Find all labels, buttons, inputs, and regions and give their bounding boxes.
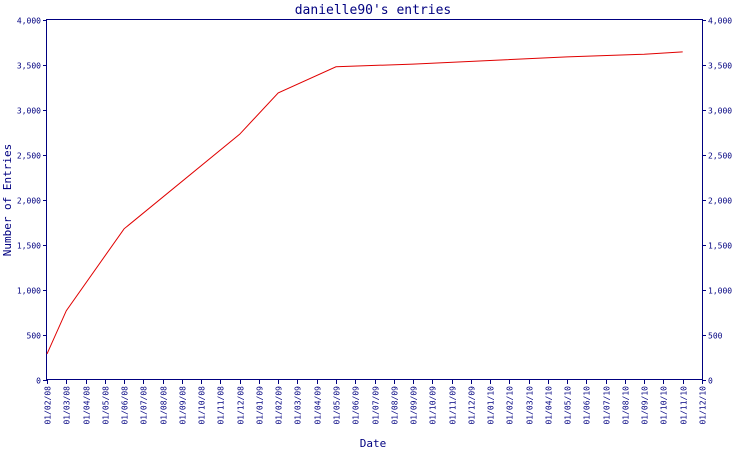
x-tick-label: 01/05/08 <box>102 386 111 425</box>
x-tick-label: 01/02/10 <box>506 386 515 425</box>
y-tick-label-left: 4,000 <box>17 17 41 26</box>
x-tick-label: 01/06/09 <box>352 386 361 425</box>
x-tick-label: 01/09/09 <box>410 386 419 425</box>
x-tick-label: 01/12/09 <box>468 386 477 425</box>
y-tick-label-left: 2,000 <box>17 197 41 206</box>
plot-frame <box>46 19 703 380</box>
series-layer <box>46 51 683 355</box>
y-tick-label-right: 1,500 <box>708 242 732 251</box>
x-tick-label: 01/08/09 <box>391 386 400 425</box>
y-tick-label-left: 500 <box>27 332 42 341</box>
x-tick-label: 01/03/08 <box>63 386 72 425</box>
x-tick-label: 01/04/08 <box>83 386 92 425</box>
x-tick-label: 01/01/09 <box>256 386 265 425</box>
y-tick-label-right: 500 <box>708 332 723 341</box>
x-tick-label: 01/09/10 <box>641 386 650 425</box>
x-tick-label: 01/02/08 <box>44 386 53 425</box>
y-tick-label-right: 0 <box>708 377 713 386</box>
y-tick-label-right: 2,000 <box>708 197 732 206</box>
x-tick-label: 01/10/08 <box>198 386 207 425</box>
y-tick-label-right: 4,000 <box>708 17 732 26</box>
x-tick-label: 01/03/09 <box>294 386 303 425</box>
x-tick-label: 01/07/09 <box>372 386 381 425</box>
x-tick-label: 01/11/08 <box>217 386 226 425</box>
x-tick-label: 01/08/08 <box>160 386 169 425</box>
x-tick-label: 01/05/09 <box>333 386 342 425</box>
y-axis-right: 0 500 1,000 1,500 2,000 2,500 3,000 3,500 4,000 <box>702 17 732 386</box>
y-axis-left: 0 500 1,000 1,500 2,000 2,500 3,000 3,500 4,000 <box>17 17 47 386</box>
x-tick-label: 01/10/09 <box>429 386 438 425</box>
x-tick-label: 01/06/08 <box>121 386 130 425</box>
y-tick-label-left: 2,500 <box>17 152 41 161</box>
y-tick-label-left: 1,000 <box>17 287 41 296</box>
x-tick-label: 01/06/10 <box>583 386 592 425</box>
y-tick-label-left: 0 <box>36 377 41 386</box>
y-tick-label-left: 3,500 <box>17 62 41 71</box>
y-tick-label-right: 1,000 <box>708 287 732 296</box>
x-tick-label: 01/01/10 <box>487 386 496 425</box>
x-tick-label: 01/07/08 <box>140 386 149 425</box>
x-tick-label: 01/10/10 <box>660 386 669 425</box>
y-tick-label-left: 1,500 <box>17 242 41 251</box>
x-tick-label: 01/03/10 <box>526 386 535 425</box>
y-tick-label-right: 2,500 <box>708 152 732 161</box>
x-tick-label: 01/04/09 <box>314 386 323 425</box>
x-tick-label: 01/11/09 <box>449 386 458 425</box>
y-tick-label-right: 3,500 <box>708 62 732 71</box>
y-tick-label-right: 3,000 <box>708 107 732 116</box>
x-axis: 01/02/08 01/03/08 01/04/08 01/05/08 01/06/08… <box>44 380 708 425</box>
chart-title: danielle90's entries <box>295 3 452 18</box>
x-tick-label: 01/05/10 <box>564 386 573 425</box>
x-tick-label: 01/07/10 <box>603 386 612 425</box>
x-tick-label: 01/11/10 <box>680 386 689 425</box>
x-tick-label: 01/12/08 <box>237 386 246 425</box>
x-axis-label: Date <box>360 437 387 450</box>
x-tick-label: 01/02/09 <box>275 386 284 425</box>
series-line <box>46 51 683 355</box>
y-axis-label: Number of Entries <box>1 144 14 257</box>
x-tick-label: 01/08/10 <box>622 386 631 425</box>
y-tick-label-left: 3,000 <box>17 107 41 116</box>
x-tick-label: 01/12/10 <box>699 386 708 425</box>
x-tick-label: 01/09/08 <box>179 386 188 425</box>
x-tick-label: 01/04/10 <box>545 386 554 425</box>
